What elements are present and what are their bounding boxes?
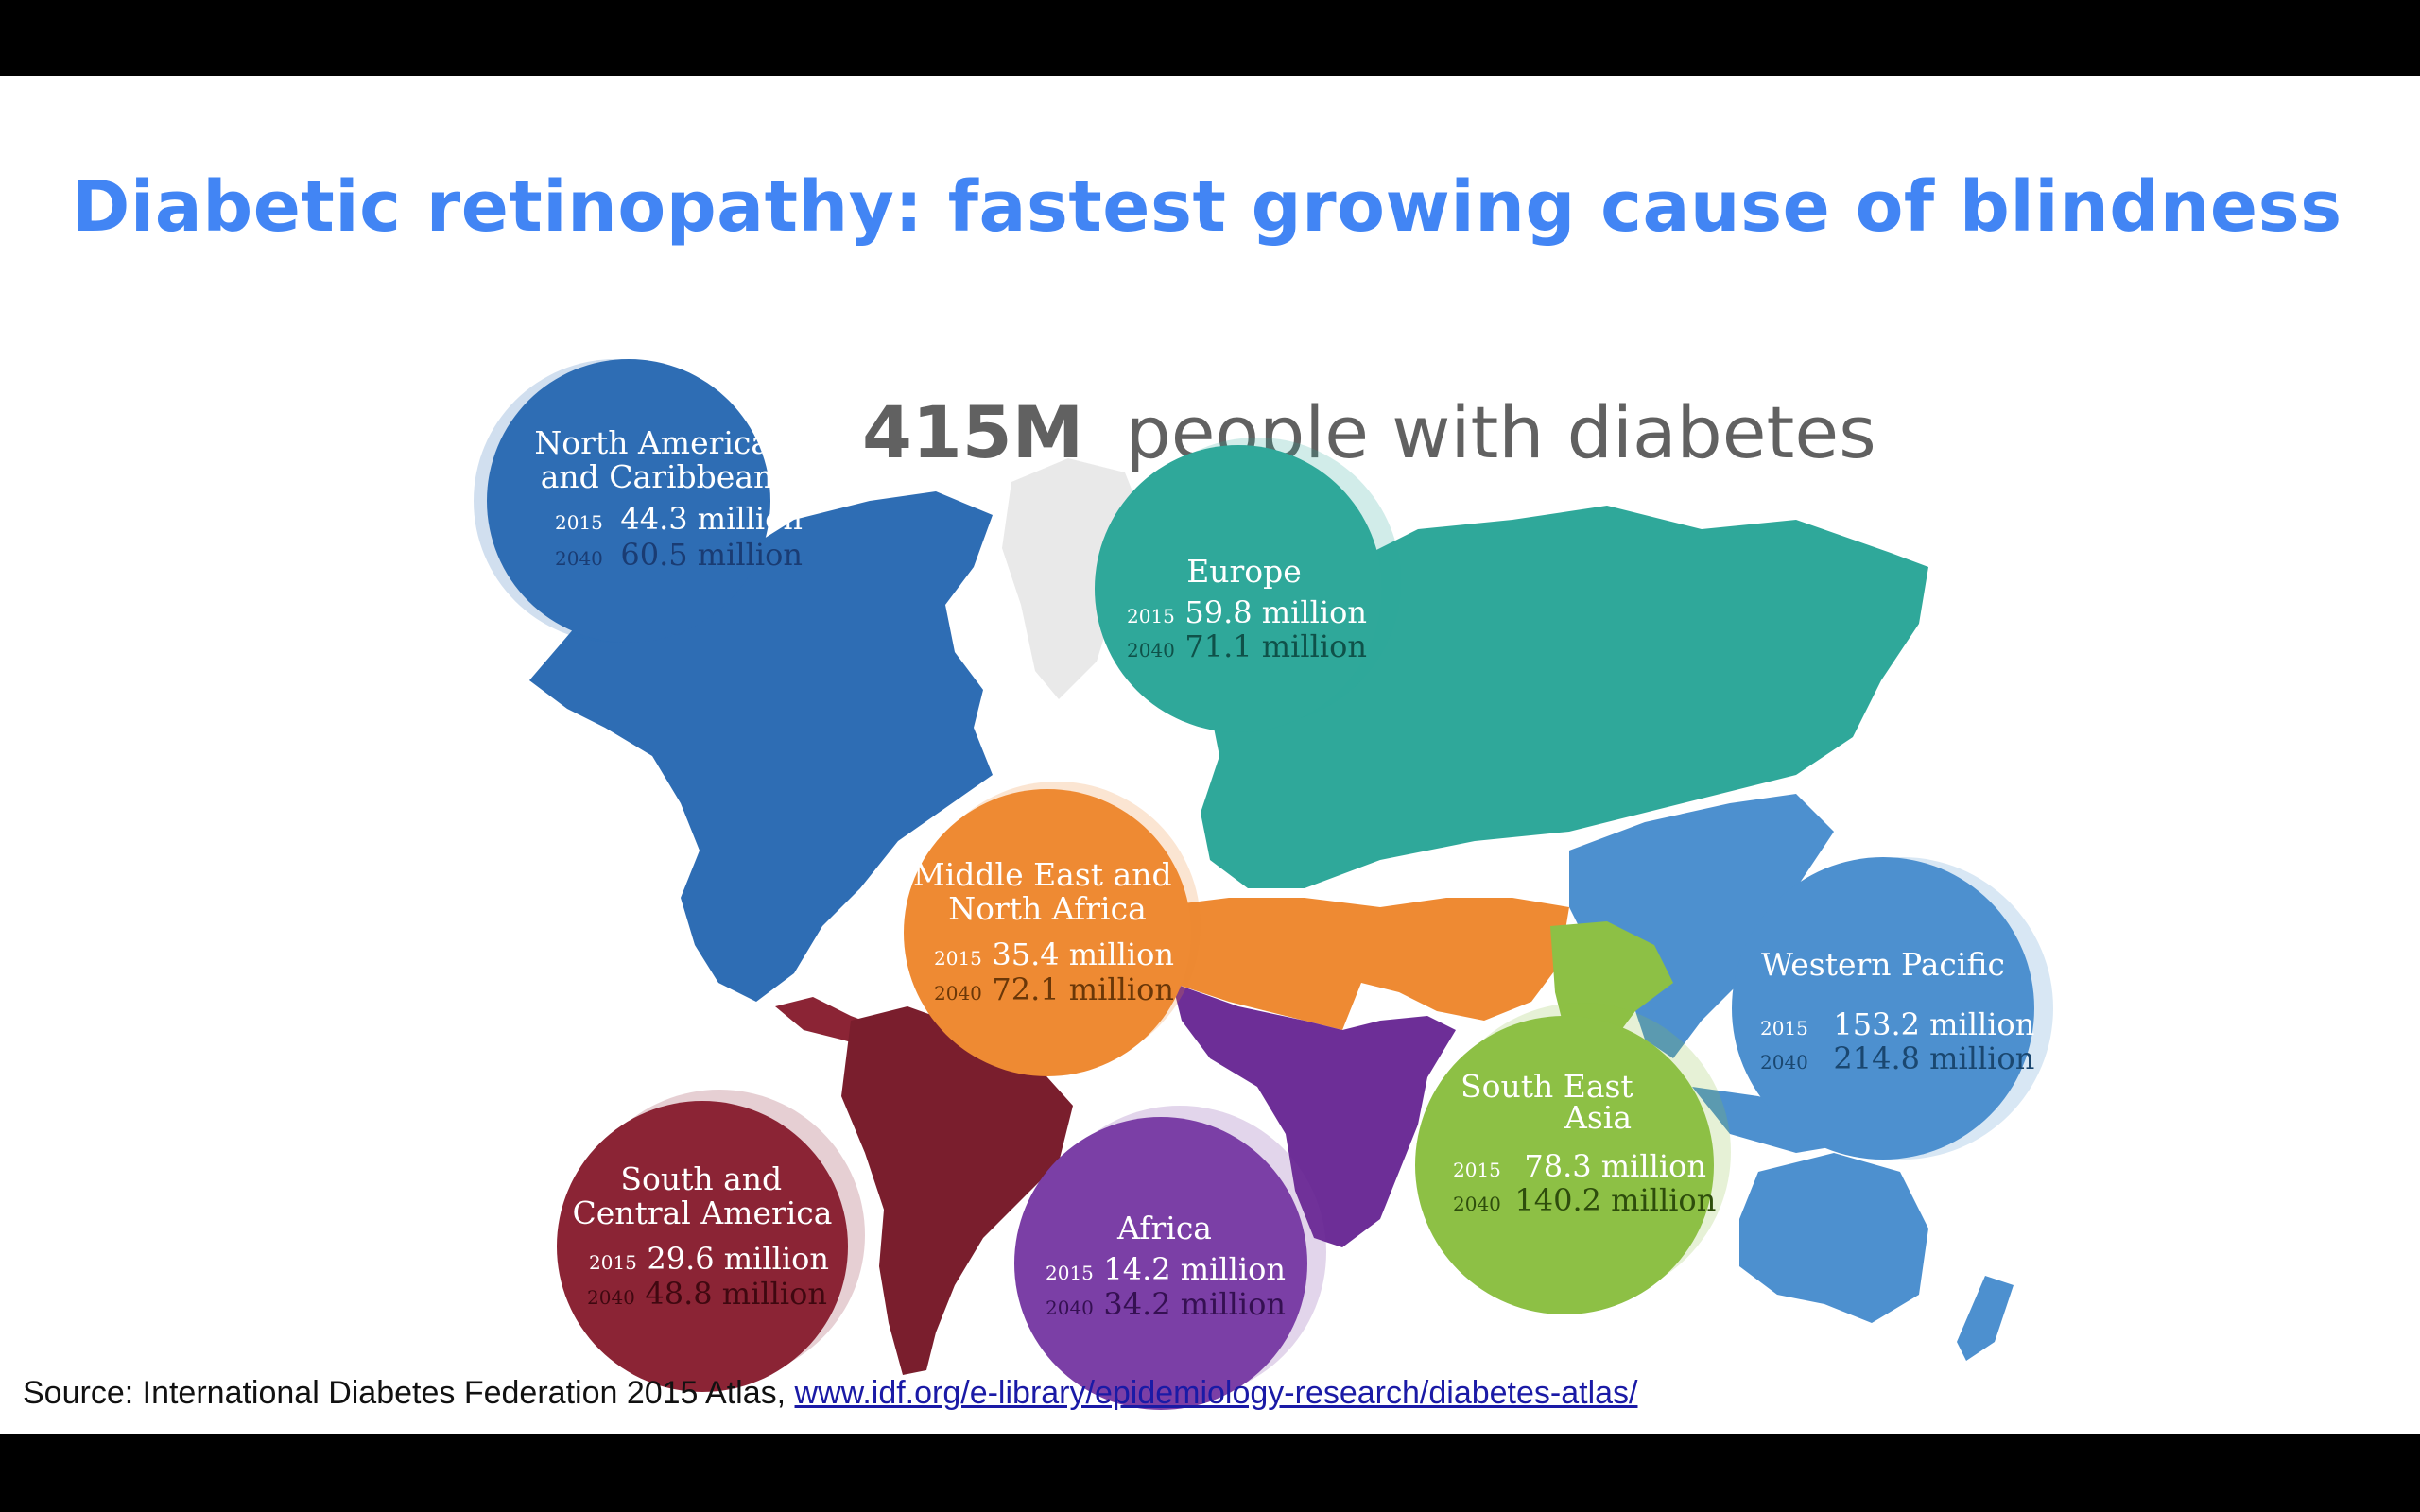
stat-2040: 71.1 million <box>1184 628 1367 664</box>
svg-text:2040 71.1 million: 2040 71.1 million <box>1127 628 1367 664</box>
svg-text:2040 34.2 million: 2040 34.2 million <box>1046 1286 1286 1322</box>
slide-title: Diabetic retinopathy: fastest growing ca… <box>72 166 2342 248</box>
bubble-disc <box>904 789 1191 1076</box>
year-2015-label: 2015 <box>934 947 982 970</box>
region-name-line: Central America <box>573 1194 833 1231</box>
year-2015-label: 2015 <box>555 511 603 534</box>
year-2040-label: 2040 <box>1760 1051 1808 1074</box>
svg-text:North America and Cari: North America and Caribbean <box>534 424 779 495</box>
bubble-disc <box>1095 445 1382 732</box>
svg-text:South East Asia: South East Asia <box>1461 1068 1643 1136</box>
stat-2015: 29.6 million <box>647 1241 829 1277</box>
stat-2015: 35.4 million <box>992 936 1174 972</box>
region-name-line: Asia <box>1564 1099 1632 1136</box>
year-2015-label: 2015 <box>1127 605 1175 627</box>
region-name-line: North Africa <box>948 890 1146 927</box>
region-name-line: South East <box>1461 1068 1634 1105</box>
bubble-disc <box>487 359 770 643</box>
svg-text:2015 44.3 million: 2015 44.3 million <box>555 501 803 537</box>
stat-2015: 14.2 million <box>1103 1251 1286 1287</box>
stat-2040: 72.1 million <box>992 971 1174 1007</box>
australia-shape <box>1739 1153 1928 1323</box>
year-2040-label: 2040 <box>587 1286 635 1309</box>
svg-text:2015 29.6 million: 2015 29.6 million <box>589 1241 829 1277</box>
svg-text:South and Central Amer: South and Central America <box>573 1160 833 1231</box>
region-bubble-africa: Africa 2015 14.2 million 2040 34.2 milli… <box>1014 1106 1326 1410</box>
svg-text:2015 153.2 million: 2015 153.2 million <box>1760 1006 2034 1042</box>
svg-text:2040 48.8 million: 2040 48.8 million <box>587 1276 827 1312</box>
region-bubble-europe: Europe 2015 59.8 million 2040 71.1 milli… <box>1095 438 1401 732</box>
svg-text:2015 14.2 million: 2015 14.2 million <box>1046 1251 1286 1287</box>
year-2040-label: 2040 <box>934 982 982 1005</box>
south-america-shape <box>841 1006 1073 1375</box>
year-2040-label: 2040 <box>1046 1297 1094 1319</box>
stat-2040: 60.5 million <box>620 537 803 573</box>
source-link[interactable]: www.idf.org/e-library/epidemiology-resea… <box>794 1375 1638 1411</box>
region-bubble-mena: Middle East and North Africa 2015 35.4 m… <box>904 782 1201 1076</box>
year-2040-label: 2040 <box>555 547 603 570</box>
region-name-line: Western Pacific <box>1761 946 2005 983</box>
stat-2015: 59.8 million <box>1184 594 1367 630</box>
bubble-disc <box>1415 1016 1714 1314</box>
africa-shape <box>1172 983 1456 1247</box>
svg-text:2040 72.1 million: 2040 72.1 million <box>934 971 1174 1007</box>
svg-text:Europe: Europe <box>1186 553 1302 590</box>
europe-shape <box>1201 506 1928 888</box>
source-citation: Source: International Diabetes Federatio… <box>23 1375 1637 1412</box>
svg-text:Western Pacific: Western Pacific <box>1761 946 2005 983</box>
svg-text:2015 59.8 million: 2015 59.8 million <box>1127 594 1367 630</box>
slide: Diabetic retinopathy: fastest growing ca… <box>0 76 2420 1434</box>
stat-2015: 44.3 million <box>620 501 803 537</box>
mena-shape <box>1153 898 1569 1030</box>
region-name-line: Europe <box>1186 553 1302 590</box>
diabetes-world-map: 415M people with diabetes North America … <box>474 359 2053 1410</box>
year-2015-label: 2015 <box>1453 1159 1501 1181</box>
svg-text:2040 214.8 million: 2040 214.8 million <box>1760 1040 2034 1076</box>
stat-2015: 153.2 million <box>1833 1006 2034 1042</box>
region-name-line: Middle East and <box>913 856 1172 893</box>
svg-text:2040 140.2 million: 2040 140.2 million <box>1453 1182 1716 1218</box>
region-bubble-south-east-asia: South East Asia 2015 78.3 million 2040 1… <box>1415 1003 1731 1314</box>
year-2040-label: 2040 <box>1127 639 1175 662</box>
year-2040-label: 2040 <box>1453 1193 1501 1215</box>
year-2015-label: 2015 <box>589 1251 637 1274</box>
svg-text:Africa: Africa <box>1116 1210 1212 1246</box>
year-2015-label: 2015 <box>1760 1017 1808 1040</box>
region-name-line: North America <box>534 424 769 461</box>
year-2015-label: 2015 <box>1046 1262 1094 1284</box>
headline-total: 415M <box>862 390 1083 474</box>
stat-2040: 48.8 million <box>645 1276 827 1312</box>
svg-text:2015 78.3 million: 2015 78.3 million <box>1453 1148 1706 1184</box>
region-name-line: and Caribbean <box>541 458 774 495</box>
bubble-disc <box>557 1101 848 1392</box>
region-name-line: Africa <box>1116 1210 1212 1246</box>
region-bubble-north-america: North America and Caribbean 2015 44.3 mi… <box>474 359 803 643</box>
bubble-disc <box>1732 857 2034 1160</box>
new-zealand-shape <box>1957 1276 2014 1361</box>
stat-2040: 34.2 million <box>1103 1286 1286 1322</box>
source-text: Source: International Diabetes Federatio… <box>23 1375 786 1411</box>
region-name-line: South and <box>620 1160 782 1197</box>
stat-2040: 214.8 million <box>1833 1040 2034 1076</box>
stat-2040: 140.2 million <box>1514 1182 1716 1218</box>
svg-text:Middle East and North: Middle East and North Africa <box>913 856 1182 927</box>
region-bubble-western-pacific: Western Pacific 2015 153.2 million 2040 … <box>1732 857 2053 1160</box>
region-bubble-south-central-america: South and Central America 2015 29.6 mill… <box>557 1090 865 1392</box>
stat-2015: 78.3 million <box>1524 1148 1706 1184</box>
greenland-shape <box>1002 458 1144 699</box>
svg-text:2040 60.5 million: 2040 60.5 million <box>555 537 803 573</box>
headline: 415M people with diabetes <box>862 390 1876 474</box>
bubble-disc <box>1014 1117 1307 1410</box>
svg-text:2015 35.4 million: 2015 35.4 million <box>934 936 1174 972</box>
